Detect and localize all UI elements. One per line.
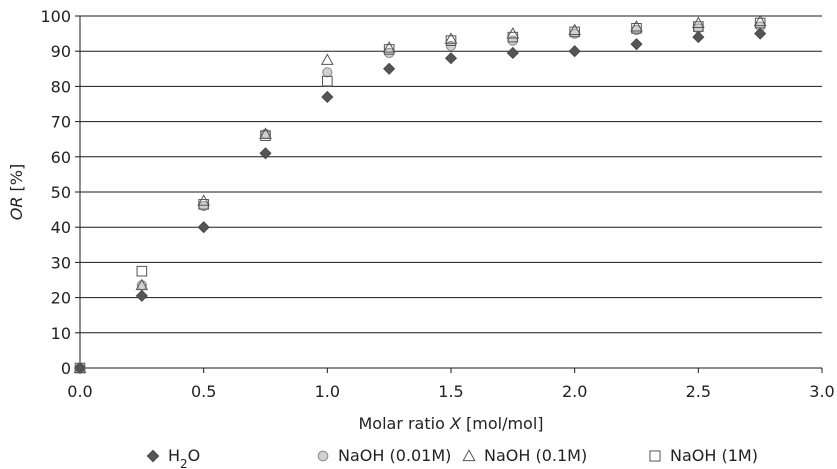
legend-marker [146,449,160,463]
data-point [322,67,333,78]
data-point [630,38,643,51]
legend-label: NaOH (1M) [670,446,758,465]
x-axis-label: Molar ratio X [mol/mol] [358,414,543,433]
data-point [384,47,395,59]
data-point [568,23,582,35]
axis-label-part: OR [7,197,26,221]
data-point [383,62,396,75]
data-point [197,194,211,206]
axis-label-part: Molar ratio [358,414,449,433]
series-group [73,14,767,373]
data-point [136,265,148,277]
y-tick-labels: 0 10 20 30 40 50 60 70 80 90 100 [40,7,71,378]
data-point [692,31,705,44]
series-group [74,21,766,374]
y-tick-label: 20 [51,289,71,308]
data-point [754,17,766,29]
legend-marker [317,450,329,462]
x-tick-label: 2.0 [562,382,587,401]
data-point [259,147,272,160]
data-point [73,361,87,375]
data-point [630,20,643,32]
x-tick-label: 0.0 [67,382,92,401]
x-tick-labels: 0.0 0.5 1.0 1.5 2.0 2.5 3.0 [67,382,834,401]
series-group [74,17,766,374]
data-point [197,221,210,234]
y-tick-label: 70 [51,113,71,132]
data-point [506,46,519,60]
data-point [383,44,395,55]
y-tick-label: 80 [51,77,71,96]
data-point [382,41,396,53]
x-tick-label: 3.0 [809,382,834,401]
data-point [507,35,518,46]
y-tick-label: 100 [40,7,71,26]
y-tick-label: 10 [51,324,71,343]
data-point [444,52,458,65]
data-point [259,127,272,139]
data-point [260,130,271,141]
axes [79,16,823,373]
data-point [754,27,767,40]
legend: H2O NaOH (0.01M) NaOH (0.1M) NaOH (1M) [146,446,758,469]
axis-label-part: [mol/mol] [461,414,544,433]
data-point [444,32,458,44]
legend-label-part: H [168,446,180,465]
y-tick-label: 90 [51,42,71,61]
gridlines [75,15,822,369]
axis-label-part: X [449,414,462,433]
data-point [569,26,580,38]
series-group [73,27,767,375]
x-tick-label: 1.0 [315,382,340,401]
legend-marker [462,449,476,462]
legend-marker [649,450,661,462]
y-axis-label: OR [%] [7,164,26,221]
legend-label: NaOH (0.1M) [484,446,587,465]
data-point [321,90,334,104]
x-tick-label: 0.5 [191,382,216,401]
y-tick-label: 40 [51,218,71,237]
data-point [322,75,333,87]
data-point [753,14,767,27]
data-point [135,278,149,291]
data-point [506,27,520,39]
legend-label: NaOH (0.01M) [338,446,451,465]
y-tick-label: 0 [61,359,71,378]
y-tick-label: 60 [51,148,71,167]
data-point [568,45,581,58]
y-tick-label: 50 [51,183,71,202]
legend-label-part: 2 [180,457,188,469]
x-tick-label: 2.5 [686,382,711,401]
y-tick-label: 30 [51,253,71,272]
data-point [445,35,457,46]
x-tick-label: 1.5 [438,382,463,401]
data-point [73,361,87,373]
legend-label: H2O [168,446,200,469]
data-point [691,16,705,28]
data-point [320,53,334,65]
axis-label-part: [%] [7,164,26,197]
data-points [73,14,767,375]
data-point [135,289,148,302]
legend-label-part: O [188,446,201,465]
data-point [631,23,642,34]
